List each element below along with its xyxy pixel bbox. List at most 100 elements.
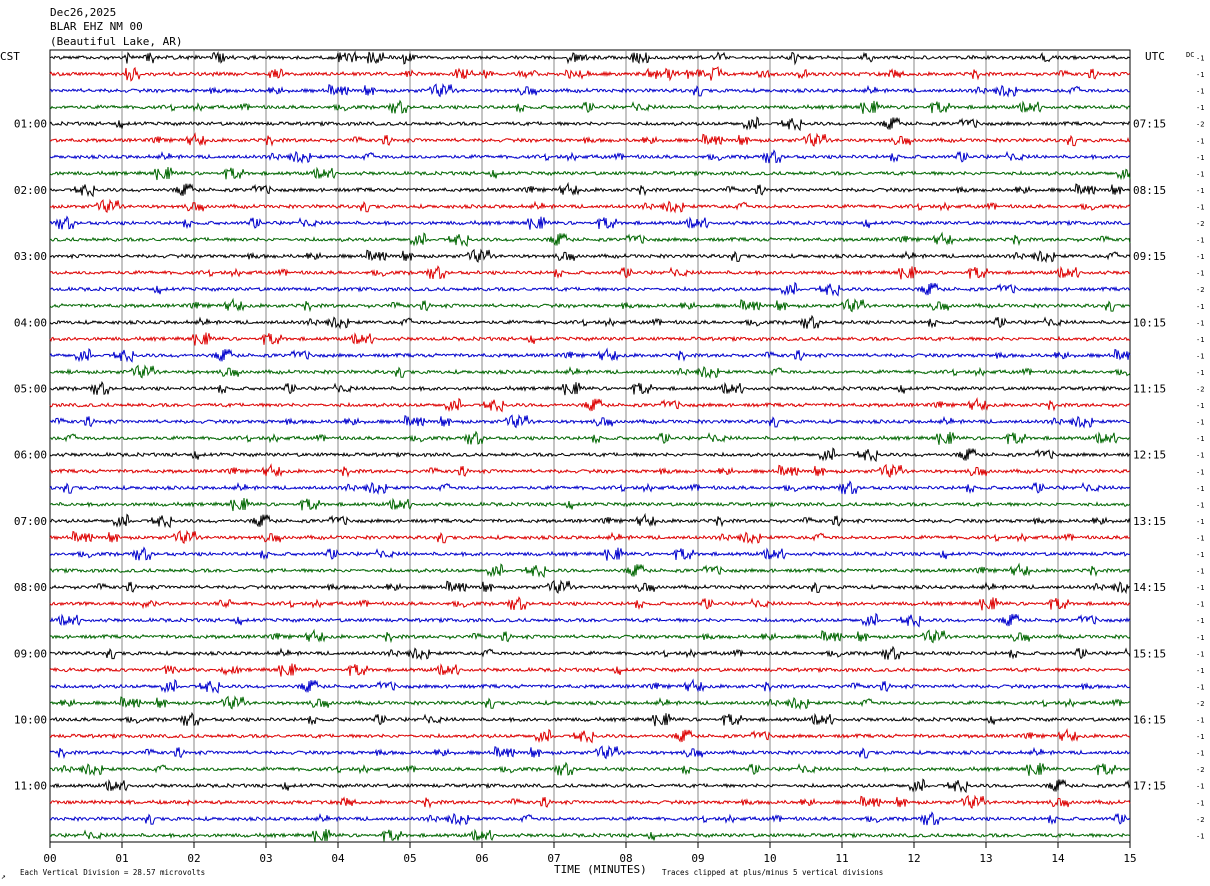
trace-2 [49, 66, 1131, 82]
x-tick-label: 00 [43, 852, 56, 865]
scale-note: Each Vertical Division = 28.57 microvolt… [20, 868, 205, 877]
seismic-traces [49, 50, 1131, 843]
trace-36 [49, 628, 1131, 644]
x-tick-label: 07 [547, 852, 560, 865]
dc-offset-label: -1 [1196, 468, 1204, 476]
left-hour-label: 02:00 [14, 184, 47, 197]
trace-9 [49, 181, 1131, 198]
x-tick-label: 11 [835, 852, 848, 865]
left-hour-label: 09:00 [14, 647, 47, 660]
left-hour-label: 11:00 [14, 780, 47, 793]
trace-37 [49, 645, 1131, 661]
trace-44 [49, 761, 1131, 777]
dc-offset-label: -1 [1196, 832, 1204, 840]
trace-35 [49, 612, 1131, 628]
trace-4 [49, 99, 1131, 114]
right-hour-label: 11:15 [1133, 383, 1166, 396]
dc-offset-label: -1 [1196, 88, 1204, 96]
trace-22 [49, 396, 1131, 413]
right-timezone-label: UTC [1145, 50, 1165, 63]
dc-offset-label: -1 [1196, 253, 1204, 261]
trace-23 [49, 413, 1131, 429]
right-hour-label: 15:15 [1133, 647, 1166, 660]
dc-offset-label: -1 [1196, 485, 1204, 493]
left-hour-label: 04:00 [14, 316, 47, 329]
left-hour-labels: 01:00 02:00 03:00 04:00 05:00 06:00 07:00 08:00… [14, 118, 47, 793]
x-tick-label: 03 [259, 852, 272, 865]
dc-offset-labels: -1 -1 -1 -1 -2 -1 -1 -1 -1 -1 -2 -1 -1 -1 -2 -1 -1 -1 -1 -1… [1196, 55, 1204, 841]
right-hour-labels: 07:15 08:15 09:15 10:15 11:15 12:15 13:15 14:15… [1133, 118, 1166, 793]
left-hour-label: 03:00 [14, 250, 47, 263]
trace-24 [49, 430, 1131, 445]
plot-location: (Beautiful Lake, AR) [50, 35, 182, 48]
trace-19 [49, 347, 1131, 363]
dc-offset-label: -2 [1196, 766, 1204, 774]
trace-7 [49, 149, 1131, 164]
trace-47 [49, 811, 1131, 826]
x-tick-label: 04 [331, 852, 345, 865]
trace-28 [49, 497, 1131, 512]
dc-offset-label: -2 [1196, 386, 1204, 394]
trace-16 [49, 297, 1131, 313]
dc-offset-label: -1 [1196, 733, 1204, 741]
dc-offset-label: -1 [1196, 419, 1204, 427]
trace-13 [49, 248, 1131, 264]
dc-offset-label: -1 [1196, 584, 1204, 592]
x-tick-label: 01 [115, 852, 128, 865]
trace-25 [49, 447, 1131, 463]
left-timezone-label: CST [0, 50, 20, 63]
right-hour-label: 16:15 [1133, 714, 1166, 727]
dc-offset-label: -1 [1196, 104, 1204, 112]
trace-31 [49, 546, 1131, 561]
x-tick-label: 10 [763, 852, 776, 865]
x-tick-label: 02 [187, 852, 200, 865]
x-tick-label: 14 [1051, 852, 1065, 865]
left-hour-label: 05:00 [14, 383, 47, 396]
trace-5 [49, 116, 1131, 132]
right-hour-label: 09:15 [1133, 250, 1166, 263]
trace-20 [49, 364, 1131, 379]
dc-offset-label: -1 [1196, 270, 1204, 278]
dc-offset-label: -1 [1196, 369, 1204, 377]
dc-offset-label: -1 [1196, 617, 1204, 625]
right-hour-label: 13:15 [1133, 515, 1166, 528]
dc-offset-label: -1 [1196, 783, 1204, 791]
left-hour-label: 07:00 [14, 515, 47, 528]
left-hour-label: 01:00 [14, 118, 47, 131]
trace-45 [49, 778, 1131, 794]
left-hour-label: 10:00 [14, 714, 47, 727]
right-hour-label: 10:15 [1133, 316, 1166, 329]
plot-date: Dec26,2025 [50, 6, 116, 19]
x-tick-label: 13 [979, 852, 992, 865]
trace-21 [49, 380, 1131, 396]
dc-offset-label: -1 [1196, 750, 1204, 758]
x-tick-label: 06 [475, 852, 488, 865]
dc-offset-label: -1 [1196, 717, 1204, 725]
dc-offset-label: -1 [1196, 71, 1204, 79]
trace-12 [49, 231, 1131, 247]
trace-8 [49, 166, 1131, 181]
right-hour-label: 14:15 [1133, 581, 1166, 594]
dc-offset-label: -1 [1196, 187, 1204, 195]
x-tick-label: 12 [907, 852, 920, 865]
plot-frame [49, 49, 1131, 843]
dc-offset-label: -1 [1196, 683, 1204, 691]
right-hour-label: 08:15 [1133, 184, 1166, 197]
dc-offset-label: -1 [1196, 551, 1204, 559]
trace-43 [49, 744, 1131, 760]
dc-offset-label: -1 [1196, 518, 1204, 526]
clip-note: Traces clipped at plus/minus 5 vertical … [662, 868, 883, 877]
minute-gridlines [121, 50, 1059, 842]
dc-offset-label: -1 [1196, 204, 1204, 212]
right-hour-label: 17:15 [1133, 780, 1166, 793]
right-hour-label: 07:15 [1133, 118, 1166, 131]
dc-offset-label: -1 [1196, 137, 1204, 145]
dc-offset-label: -1 [1196, 452, 1204, 460]
dc-offset-label: -1 [1196, 435, 1204, 443]
x-tick-label: 05 [403, 852, 416, 865]
dc-offset-label: -2 [1196, 700, 1204, 708]
trace-6 [49, 132, 1131, 147]
dc-offset-label: -1 [1196, 535, 1204, 543]
trace-27 [49, 480, 1131, 495]
